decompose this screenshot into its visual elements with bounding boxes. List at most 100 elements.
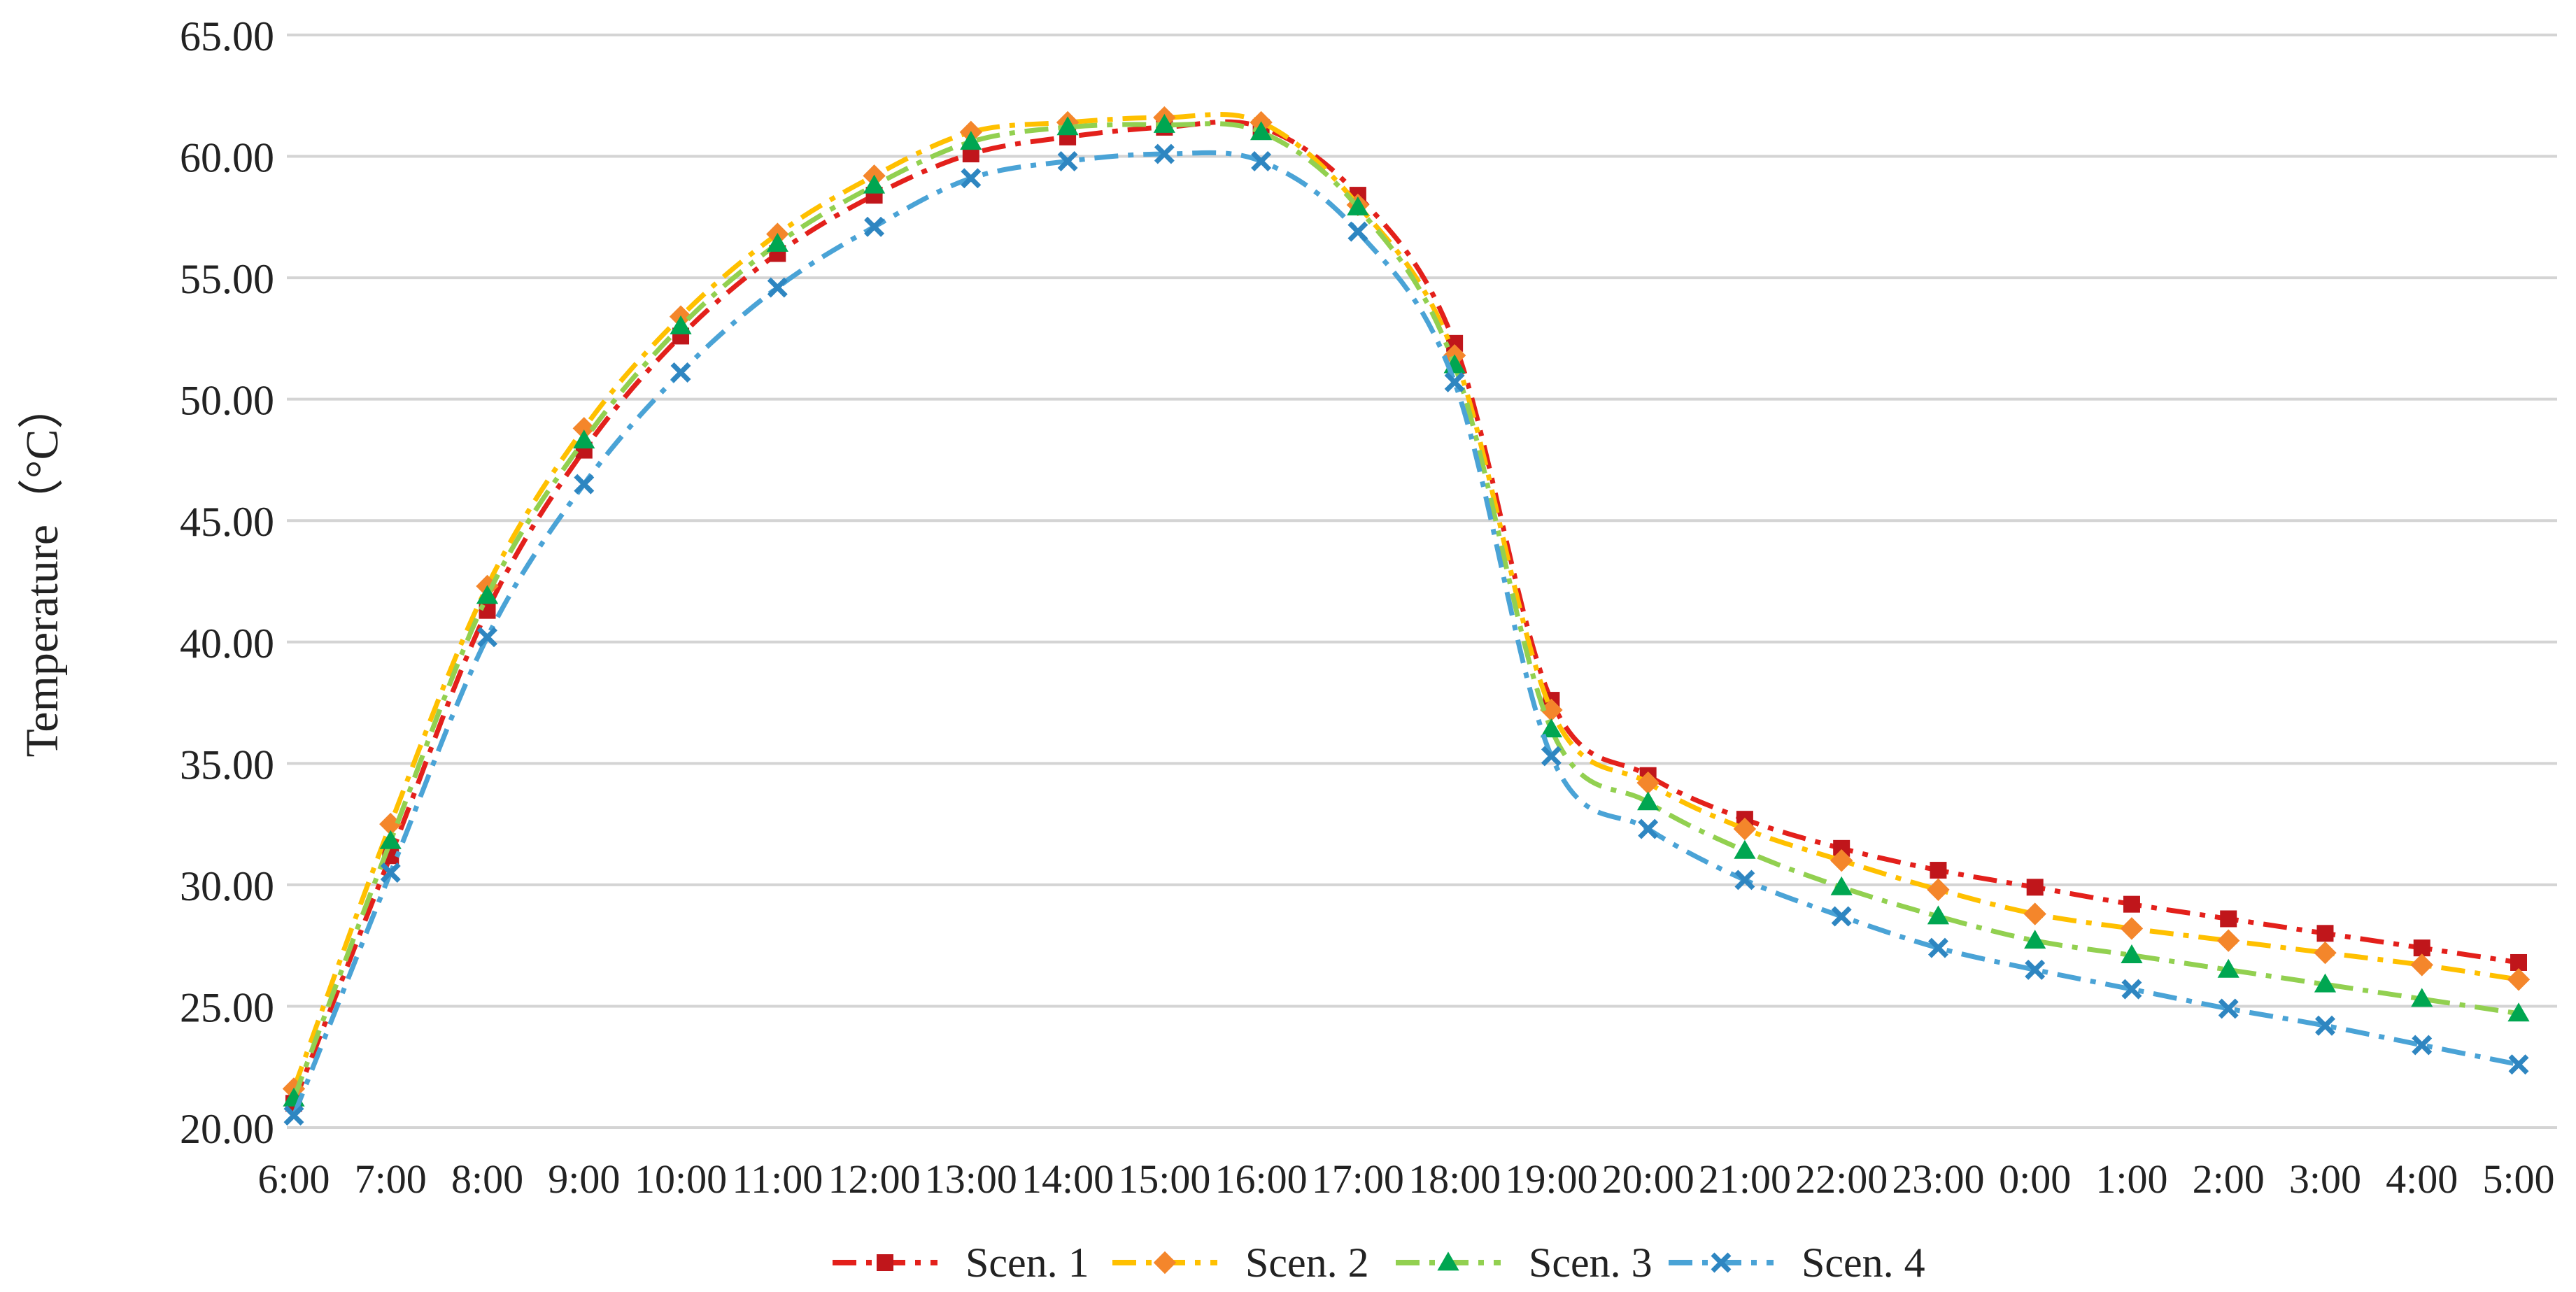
data-point (477, 627, 497, 648)
data-point (1057, 151, 1078, 171)
data-point (767, 277, 788, 298)
y-tick-label: 25.00 (180, 984, 274, 1030)
y-axis-label: Temperature（°C） (17, 383, 68, 758)
data-point (1830, 876, 1853, 895)
x-tick-label: 1:00 (2095, 1156, 2167, 1202)
y-axis-tick-labels: 20.00 25.00 30.00 35.00 40.00 45.00 50.00 55.00… (180, 13, 274, 1152)
y-tick-label: 65.00 (180, 13, 274, 59)
data-point (1930, 862, 1947, 879)
data-point (1831, 906, 1852, 927)
x-tick-label: 16:00 (1215, 1156, 1308, 1202)
data-point (2507, 1002, 2530, 1022)
legend-marker (1153, 1251, 1177, 1275)
data-point (1638, 818, 1659, 839)
data-point (2217, 929, 2240, 952)
data-point (1250, 121, 1273, 141)
legend-item-3: Scen. 3 (1396, 1240, 1653, 1286)
legend-label: Scen. 4 (1802, 1240, 1925, 1286)
data-point (2024, 930, 2046, 949)
data-point (2412, 1035, 2433, 1056)
data-point (1927, 878, 1950, 902)
data-point (1056, 116, 1079, 136)
x-tick-label: 8:00 (451, 1156, 523, 1202)
data-point (2410, 953, 2433, 977)
data-point (2314, 973, 2337, 993)
legend-label: Scen. 3 (1529, 1240, 1653, 1286)
y-tick-label: 55.00 (180, 256, 274, 302)
x-tick-label: 11:00 (732, 1156, 823, 1202)
y-tick-label: 40.00 (180, 620, 274, 667)
data-point (2026, 879, 2044, 896)
data-point (2218, 998, 2239, 1019)
data-point (961, 168, 982, 189)
data-point (2121, 944, 2143, 963)
x-tick-label: 23:00 (1892, 1156, 1984, 1202)
data-point (1830, 849, 1853, 872)
data-point (670, 315, 692, 334)
y-tick-label: 60.00 (180, 135, 274, 181)
data-point (1540, 698, 1563, 722)
data-point (2025, 959, 2046, 980)
data-point (960, 131, 982, 150)
y-tick-label: 30.00 (180, 863, 274, 909)
data-point (2510, 953, 2527, 971)
legend-marker (1711, 1252, 1732, 1273)
x-tick-label: 13:00 (925, 1156, 1017, 1202)
data-point (1927, 905, 1950, 925)
x-tick-label: 12:00 (828, 1156, 921, 1202)
data-point (1153, 113, 1175, 133)
data-point (1444, 371, 1465, 392)
data-point (1347, 221, 1368, 242)
data-point (2316, 925, 2334, 942)
data-point (1733, 817, 1757, 841)
legend-item-1: Scen. 1 (833, 1240, 1089, 1286)
x-tick-label: 3:00 (2289, 1156, 2361, 1202)
data-point (1636, 771, 1659, 795)
data-point (1347, 196, 1369, 215)
legend-marker (1437, 1251, 1459, 1271)
x-tick-label: 7:00 (355, 1156, 427, 1202)
legend-label: Scen. 1 (965, 1240, 1089, 1286)
horizontal-gridlines (287, 34, 2557, 1129)
legend-marker (877, 1254, 893, 1271)
x-tick-label: 4:00 (2386, 1156, 2458, 1202)
data-point (2217, 958, 2239, 978)
y-tick-label: 35.00 (180, 741, 274, 788)
x-tick-label: 20:00 (1602, 1156, 1694, 1202)
data-point (2411, 988, 2433, 1007)
data-point (670, 362, 691, 383)
x-tick-label: 14:00 (1021, 1156, 1114, 1202)
data-point (574, 474, 595, 495)
data-point (1734, 839, 1756, 859)
data-point (572, 417, 595, 440)
data-point (1540, 718, 1562, 738)
data-point (2023, 902, 2046, 925)
data-point (1734, 869, 1755, 890)
data-point (1637, 791, 1659, 811)
series-line (291, 150, 2519, 1116)
data-point (1251, 151, 1272, 171)
data-point (2123, 895, 2140, 913)
data-point (2413, 939, 2430, 957)
data-point (2315, 1015, 2335, 1036)
data-point (1927, 937, 1948, 958)
series-line (291, 121, 2519, 1100)
y-tick-label: 50.00 (180, 378, 274, 424)
series-4 (283, 143, 2529, 1126)
data-point (863, 174, 886, 194)
x-tick-label: 19:00 (1505, 1156, 1597, 1202)
x-tick-label: 21:00 (1699, 1156, 1791, 1202)
x-tick-label: 0:00 (1999, 1156, 2071, 1202)
x-tick-label: 15:00 (1118, 1156, 1210, 1202)
data-point (283, 1105, 304, 1126)
x-tick-label: 10:00 (635, 1156, 727, 1202)
y-tick-label: 20.00 (180, 1106, 274, 1152)
x-tick-label: 6:00 (257, 1156, 330, 1202)
data-point (2508, 1054, 2529, 1075)
data-point (379, 830, 402, 849)
legend-item-2: Scen. 2 (1112, 1240, 1369, 1286)
data-point (2120, 917, 2144, 940)
data-point (1154, 143, 1175, 164)
x-axis-tick-labels: 6:00 7:00 8:00 9:00 10:00 11:00 12:00 13:00 14:0… (257, 1156, 2554, 1202)
